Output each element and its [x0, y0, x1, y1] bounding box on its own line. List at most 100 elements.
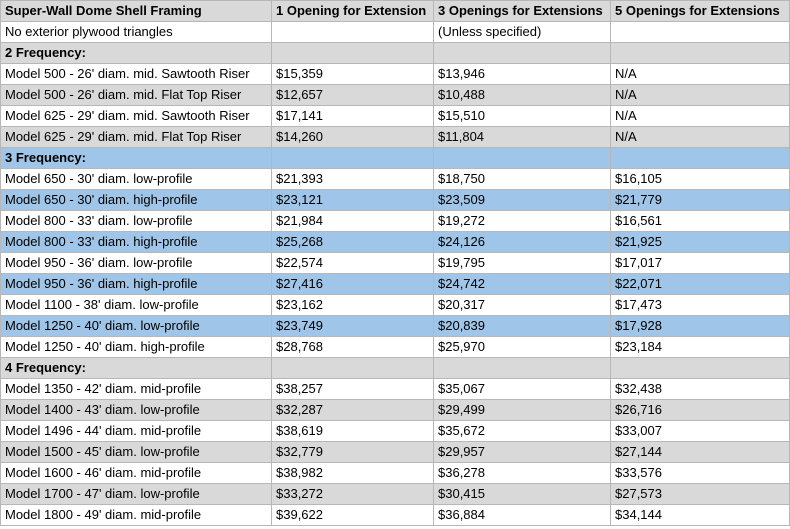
row-label: Model 800 - 33' diam. high-profile — [0, 231, 272, 253]
row-label: No exterior plywood triangles — [0, 21, 272, 43]
price-cell: N/A — [610, 63, 790, 85]
price-cell: $28,768 — [271, 336, 434, 358]
section-row: 4 Frequency: — [0, 357, 790, 379]
price-cell: $19,272 — [433, 210, 611, 232]
price-cell: $20,839 — [433, 315, 611, 337]
table-row: Model 1250 - 40' diam. low-profile $23,74… — [0, 315, 790, 337]
price-cell: $23,184 — [610, 336, 790, 358]
header-cell: Super-Wall Dome Shell Framing — [0, 0, 272, 22]
row-label: Model 1500 - 45' diam. low-profile — [0, 441, 272, 463]
price-cell: N/A — [610, 105, 790, 127]
table-row: Model 1250 - 40' diam. high-profile $28,7… — [0, 336, 790, 358]
price-cell: $30,415 — [433, 483, 611, 505]
table-row: Model 950 - 36' diam. high-profile $27,41… — [0, 273, 790, 295]
price-cell: $15,510 — [433, 105, 611, 127]
row-label: Model 950 - 36' diam. low-profile — [0, 252, 272, 274]
row-label: Model 1250 - 40' diam. low-profile — [0, 315, 272, 337]
price-cell: $39,622 — [271, 504, 434, 526]
row-label: Model 625 - 29' diam. mid. Sawtooth Rise… — [0, 105, 272, 127]
row-label: Model 1496 - 44' diam. mid-profile — [0, 420, 272, 442]
header-cell: 5 Openings for Extensions — [610, 0, 790, 22]
section-label: 2 Frequency: — [0, 42, 272, 64]
price-cell: $25,268 — [271, 231, 434, 253]
price-cell: $38,257 — [271, 378, 434, 400]
table-row: Model 800 - 33' diam. low-profile $21,984… — [0, 210, 790, 232]
price-cell: (Unless specified) — [433, 21, 611, 43]
price-cell: $33,576 — [610, 462, 790, 484]
table-row: No exterior plywood triangles (Unless spe… — [0, 21, 790, 43]
price-cell — [610, 147, 790, 169]
table-row: Model 625 - 29' diam. mid. Flat Top Rise… — [0, 126, 790, 148]
row-label: Model 1600 - 46' diam. mid-profile — [0, 462, 272, 484]
table-row: Model 650 - 30' diam. low-profile $21,393… — [0, 168, 790, 190]
table-row: Model 500 - 26' diam. mid. Flat Top Rise… — [0, 84, 790, 106]
price-cell: $10,488 — [433, 84, 611, 106]
price-cell: $38,982 — [271, 462, 434, 484]
row-label: Model 500 - 26' diam. mid. Sawtooth Rise… — [0, 63, 272, 85]
price-cell: $13,946 — [433, 63, 611, 85]
price-cell: $16,561 — [610, 210, 790, 232]
price-cell: $33,272 — [271, 483, 434, 505]
price-cell — [433, 147, 611, 169]
price-cell — [271, 42, 434, 64]
table-row: Model 625 - 29' diam. mid. Sawtooth Rise… — [0, 105, 790, 127]
table-row: Model 950 - 36' diam. low-profile $22,574… — [0, 252, 790, 274]
table-row: Model 1500 - 45' diam. low-profile $32,77… — [0, 441, 790, 463]
row-label: Model 650 - 30' diam. low-profile — [0, 168, 272, 190]
row-label: Model 800 - 33' diam. low-profile — [0, 210, 272, 232]
section-row: 2 Frequency: — [0, 42, 790, 64]
price-cell: $32,779 — [271, 441, 434, 463]
table-row: Model 1600 - 46' diam. mid-profile $38,98… — [0, 462, 790, 484]
table-row: Model 650 - 30' diam. high-profile $23,12… — [0, 189, 790, 211]
price-cell: $18,750 — [433, 168, 611, 190]
table-row: Model 1496 - 44' diam. mid-profile $38,61… — [0, 420, 790, 442]
price-cell: $23,749 — [271, 315, 434, 337]
section-row: 3 Frequency: — [0, 147, 790, 169]
price-cell: $23,162 — [271, 294, 434, 316]
price-cell: $27,573 — [610, 483, 790, 505]
row-label: Model 950 - 36' diam. high-profile — [0, 273, 272, 295]
price-cell: $36,278 — [433, 462, 611, 484]
price-cell: $27,416 — [271, 273, 434, 295]
price-cell: $29,499 — [433, 399, 611, 421]
price-cell: $27,144 — [610, 441, 790, 463]
price-cell: $23,509 — [433, 189, 611, 211]
price-cell: N/A — [610, 126, 790, 148]
price-cell: $20,317 — [433, 294, 611, 316]
price-cell: $12,657 — [271, 84, 434, 106]
row-label: Model 1250 - 40' diam. high-profile — [0, 336, 272, 358]
price-cell: $24,742 — [433, 273, 611, 295]
price-cell: $29,957 — [433, 441, 611, 463]
price-cell: $24,126 — [433, 231, 611, 253]
price-cell: $32,438 — [610, 378, 790, 400]
section-label: 3 Frequency: — [0, 147, 272, 169]
price-cell — [271, 21, 434, 43]
header-cell: 3 Openings for Extensions — [433, 0, 611, 22]
price-cell: $16,105 — [610, 168, 790, 190]
price-cell: $38,619 — [271, 420, 434, 442]
price-cell: $21,779 — [610, 189, 790, 211]
price-cell: $11,804 — [433, 126, 611, 148]
price-cell: $21,925 — [610, 231, 790, 253]
price-cell — [610, 357, 790, 379]
price-cell — [610, 21, 790, 43]
table-row: Model 1350 - 42' diam. mid-profile $38,25… — [0, 378, 790, 400]
table-row: Model 800 - 33' diam. high-profile $25,26… — [0, 231, 790, 253]
price-cell: $21,984 — [271, 210, 434, 232]
price-cell: $34,144 — [610, 504, 790, 526]
price-cell: $26,716 — [610, 399, 790, 421]
price-cell — [433, 42, 611, 64]
row-label: Model 625 - 29' diam. mid. Flat Top Rise… — [0, 126, 272, 148]
price-cell: $25,970 — [433, 336, 611, 358]
row-label: Model 500 - 26' diam. mid. Flat Top Rise… — [0, 84, 272, 106]
table-row: Model 1100 - 38' diam. low-profile $23,16… — [0, 294, 790, 316]
row-label: Model 1400 - 43' diam. low-profile — [0, 399, 272, 421]
row-label: Model 650 - 30' diam. high-profile — [0, 189, 272, 211]
price-cell: $17,017 — [610, 252, 790, 274]
price-cell — [271, 147, 434, 169]
price-cell: $32,287 — [271, 399, 434, 421]
price-cell: $21,393 — [271, 168, 434, 190]
header-row: Super-Wall Dome Shell Framing 1 Opening … — [0, 0, 790, 22]
